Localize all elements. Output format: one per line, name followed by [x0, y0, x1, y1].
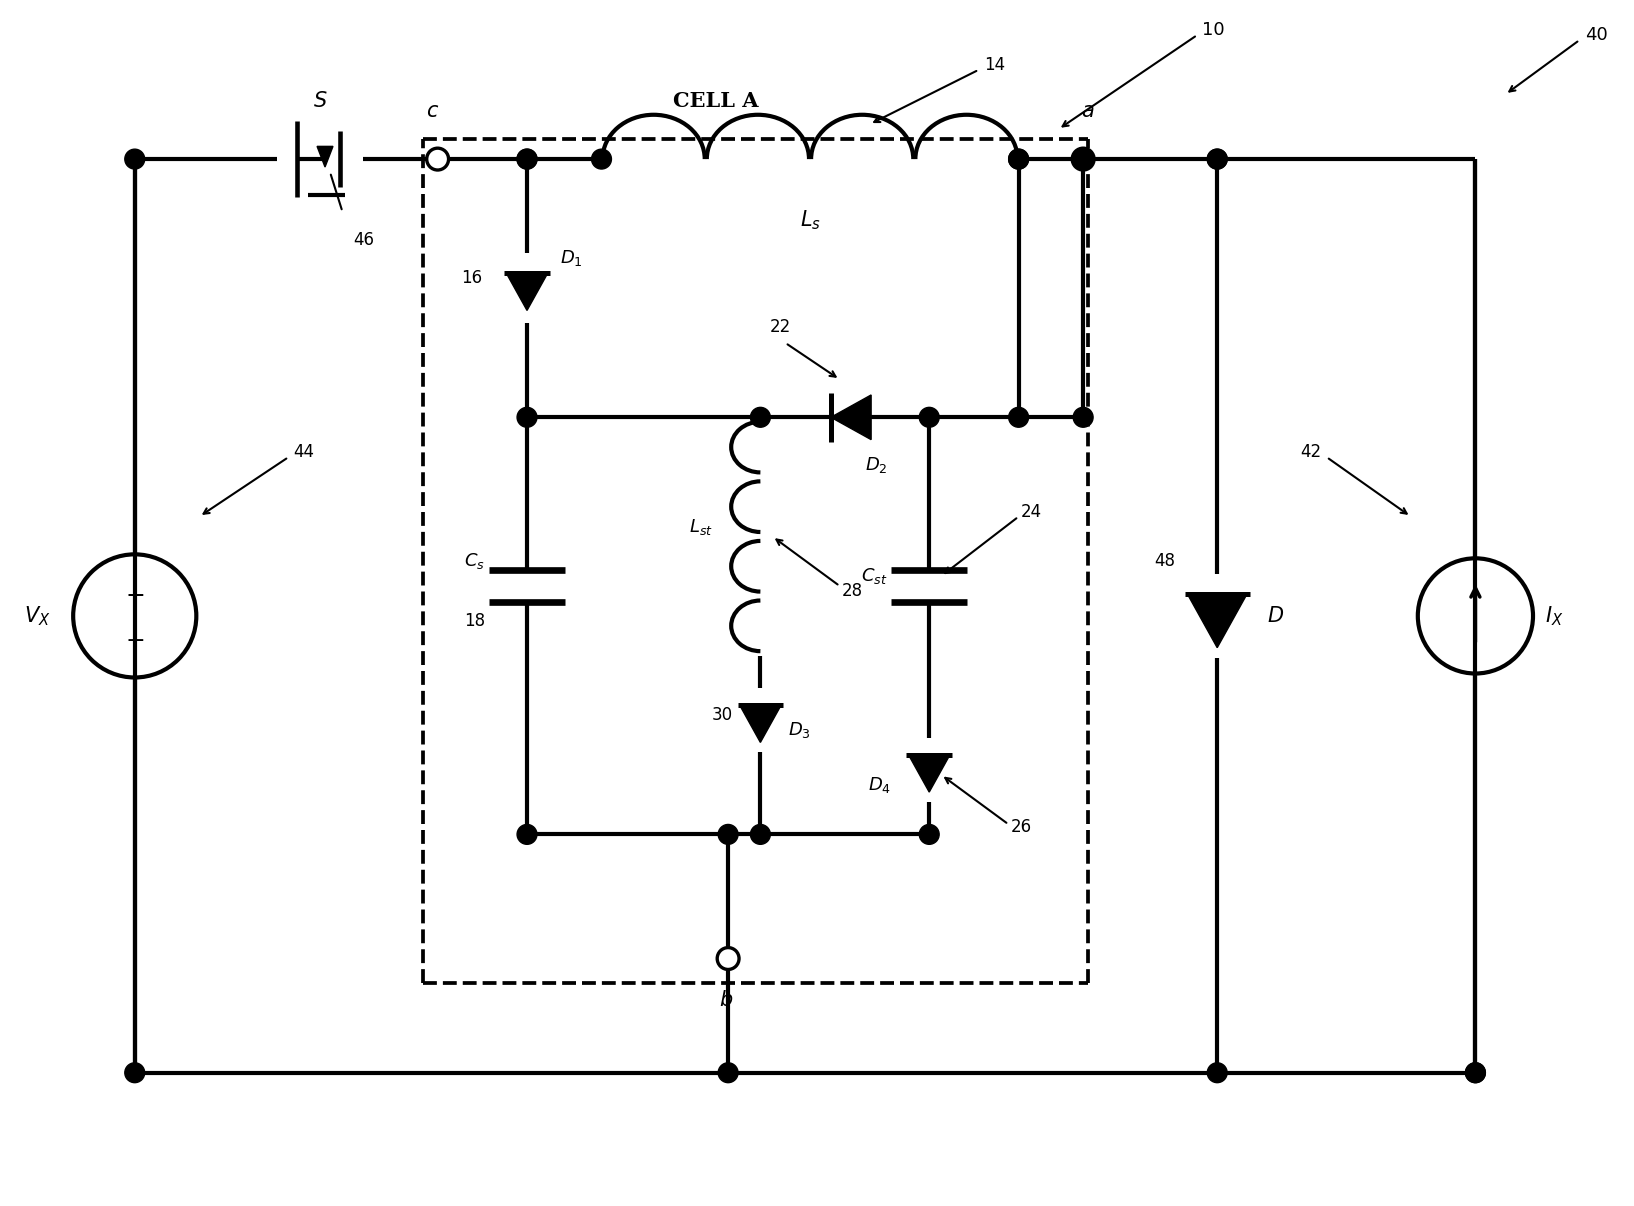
Text: $D$: $D$ [1266, 605, 1284, 626]
Circle shape [1008, 150, 1028, 169]
Text: $b$: $b$ [719, 990, 734, 1011]
Circle shape [426, 148, 449, 170]
Text: $D_2$: $D_2$ [864, 455, 887, 475]
Circle shape [719, 1062, 739, 1083]
Text: 16: 16 [461, 269, 482, 287]
Circle shape [592, 150, 611, 169]
Text: CELL A: CELL A [673, 92, 758, 111]
Text: $+$: $+$ [126, 628, 144, 652]
Text: 40: 40 [1585, 27, 1608, 43]
Text: 26: 26 [1011, 819, 1031, 837]
Circle shape [1466, 1062, 1485, 1083]
Polygon shape [507, 273, 547, 310]
Text: $D_1$: $D_1$ [560, 248, 583, 269]
Circle shape [1074, 408, 1093, 427]
Circle shape [1466, 1062, 1485, 1083]
Text: $L_{st}$: $L_{st}$ [690, 516, 712, 537]
Text: $L_s$: $L_s$ [799, 209, 820, 233]
Text: 22: 22 [770, 318, 791, 335]
Text: 48: 48 [1155, 552, 1175, 570]
Text: 14: 14 [984, 55, 1005, 74]
Circle shape [124, 1062, 145, 1083]
Polygon shape [317, 146, 333, 168]
Text: $c$: $c$ [426, 103, 440, 122]
Circle shape [516, 825, 538, 844]
Text: 18: 18 [464, 611, 485, 630]
Circle shape [920, 825, 940, 844]
Polygon shape [740, 704, 781, 743]
Circle shape [1208, 150, 1227, 169]
Text: $D_3$: $D_3$ [788, 720, 810, 740]
Text: 44: 44 [294, 443, 315, 461]
Text: 10: 10 [1203, 21, 1226, 39]
Text: 28: 28 [842, 582, 863, 601]
Text: $D_4$: $D_4$ [868, 774, 892, 795]
Circle shape [516, 150, 538, 169]
Circle shape [750, 825, 770, 844]
Circle shape [516, 408, 538, 427]
Text: 30: 30 [711, 707, 732, 725]
Circle shape [1008, 150, 1028, 169]
Circle shape [920, 408, 940, 427]
Circle shape [1072, 148, 1095, 170]
Circle shape [719, 825, 739, 844]
Circle shape [124, 150, 145, 169]
Text: 42: 42 [1301, 443, 1322, 461]
Text: $C_s$: $C_s$ [464, 551, 485, 572]
Circle shape [750, 408, 770, 427]
Circle shape [717, 948, 739, 970]
Text: $S$: $S$ [314, 92, 328, 111]
Text: $a$: $a$ [1082, 103, 1095, 122]
Text: $I_X$: $I_X$ [1544, 604, 1564, 627]
Text: $-$: $-$ [126, 582, 144, 607]
Text: 24: 24 [1021, 503, 1042, 521]
Circle shape [1008, 408, 1028, 427]
Circle shape [1208, 1062, 1227, 1083]
Text: $C_{st}$: $C_{st}$ [861, 566, 887, 586]
Circle shape [1208, 150, 1227, 169]
Polygon shape [909, 755, 949, 792]
Polygon shape [1188, 595, 1247, 648]
Text: 46: 46 [353, 230, 374, 248]
Circle shape [516, 150, 538, 169]
Polygon shape [832, 394, 871, 440]
Text: $V_X$: $V_X$ [25, 604, 51, 627]
Circle shape [1074, 150, 1093, 169]
